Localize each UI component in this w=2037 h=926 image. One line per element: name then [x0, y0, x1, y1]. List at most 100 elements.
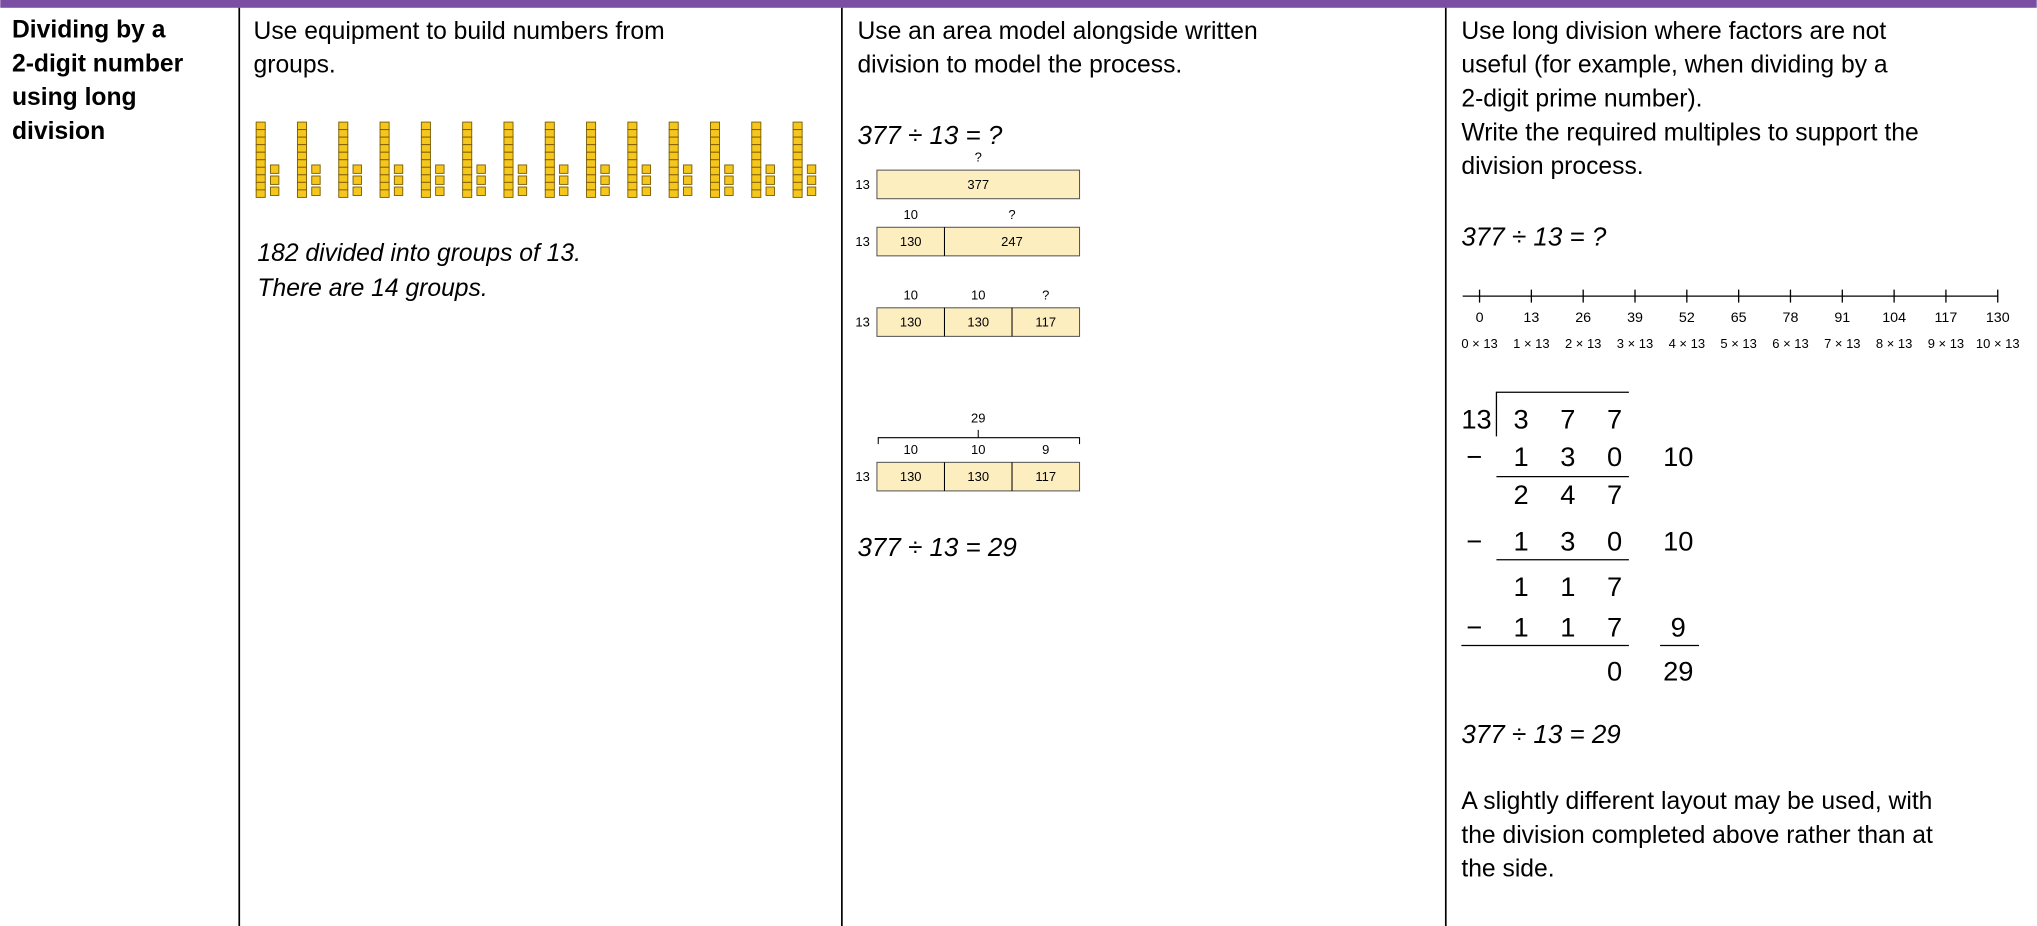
row-header: using long [12, 84, 137, 111]
tens-cube [338, 136, 349, 146]
row-header: 2-digit number [12, 50, 184, 77]
number-line-multiple: 9 × 13 [1928, 336, 1964, 351]
tens-cube [462, 129, 473, 138]
tens-cube [379, 166, 390, 176]
tens-cube [627, 159, 638, 168]
ones-cube [600, 186, 610, 196]
tens-cube [792, 144, 803, 153]
tens-cube [255, 174, 266, 183]
tens-cube [792, 159, 803, 168]
tens-cube [751, 144, 762, 153]
tens-cube [503, 121, 514, 131]
digit: 4 [1560, 479, 1575, 510]
ones-cube [682, 186, 693, 196]
ones-cube [517, 186, 528, 196]
digit: 1 [1514, 571, 1529, 602]
bar-top-label: 10 [903, 287, 917, 302]
tens-cube [668, 129, 679, 138]
intro-text: division to model the process. [857, 52, 1182, 79]
row-header: division [12, 118, 105, 145]
bar-part-label: 130 [967, 315, 989, 330]
intro-text: Use equipment to build numbers from [254, 18, 665, 45]
tens-cube [668, 159, 679, 168]
bar-model [876, 461, 1081, 492]
digit: 1 [1514, 611, 1529, 642]
digit: 3 [1560, 441, 1575, 472]
row-header: Dividing by a [12, 17, 166, 44]
equation: 377 ÷ 13 = 29 [1461, 719, 1620, 749]
tens-cube [379, 151, 390, 161]
closing-text: the division completed above rather than… [1461, 822, 1933, 849]
tens-cube [668, 174, 679, 183]
tens-cube [668, 189, 679, 198]
tens-cube [462, 181, 473, 191]
number-line-label: 0 [1476, 310, 1484, 326]
brace-label: 29 [971, 411, 985, 426]
number-line-label: 52 [1679, 310, 1695, 326]
bar-part-label: 130 [900, 469, 922, 484]
tens-cube [792, 151, 803, 161]
tens-cube [296, 151, 307, 161]
minus-sign: − [1466, 441, 1482, 472]
top-rule [0, 0, 2037, 8]
side-multiple: 10 [1663, 526, 1693, 557]
ones-cube [435, 175, 445, 185]
bar-top-label: 10 [903, 442, 917, 457]
division-bracket [1495, 391, 1629, 437]
ones-cube [806, 186, 817, 196]
tens-cube [296, 189, 307, 198]
tens-cube [255, 159, 266, 168]
number-line-multiple: 3 × 13 [1617, 336, 1653, 351]
bar-part-label: 130 [900, 315, 922, 330]
bar-part-label: 117 [1035, 469, 1056, 484]
tens-cube [751, 189, 762, 198]
digit: 0 [1607, 656, 1622, 687]
tens-cube [751, 166, 762, 176]
tens-cube [792, 121, 803, 131]
tens-cube [751, 121, 762, 131]
tens-cube [420, 136, 431, 146]
tens-cube [379, 174, 390, 183]
tens-cube [420, 166, 431, 176]
tens-cube [627, 144, 638, 153]
bar-side-label: 13 [855, 315, 869, 330]
tens-cube [338, 189, 349, 198]
ones-cube [476, 175, 486, 185]
tens-cube [296, 129, 307, 138]
tens-cube [627, 129, 638, 138]
tens-cube [296, 136, 307, 146]
number-line-label: 104 [1882, 310, 1906, 326]
tens-cube [503, 151, 514, 161]
ones-cube [724, 164, 734, 174]
bar-side-label: 13 [855, 177, 869, 192]
tens-cube [627, 121, 638, 131]
tens-cube [792, 166, 803, 176]
ones-cube [559, 175, 569, 185]
number-line-label: 117 [1935, 310, 1958, 326]
ones-cube [765, 164, 775, 174]
intro-text: useful (for example, when dividing by a [1461, 52, 1888, 79]
ones-cube [641, 164, 652, 174]
intro-text: Use long division where factors are not [1461, 18, 1886, 45]
ones-cube [559, 164, 569, 174]
tens-cube [709, 144, 720, 153]
ones-cube [352, 175, 362, 185]
tens-cube [420, 181, 431, 191]
tens-cube [255, 166, 266, 176]
ones-cube [765, 175, 775, 185]
tens-cube [420, 159, 431, 168]
caption-text: There are 14 groups. [257, 275, 487, 302]
bar-part-label: 130 [967, 469, 989, 484]
bar-model [876, 307, 1081, 337]
number-line-label: 26 [1575, 310, 1591, 326]
closing-text: A slightly different layout may be used,… [1461, 788, 1932, 815]
bar-part-label: 247 [1001, 234, 1023, 249]
tens-cube [462, 136, 473, 146]
number-line-multiple: 5 × 13 [1720, 336, 1756, 351]
tens-cube [668, 136, 679, 146]
tens-cube [668, 121, 679, 131]
tens-cube [462, 189, 473, 198]
tens-cube [709, 129, 720, 138]
tens-cube [462, 151, 473, 161]
